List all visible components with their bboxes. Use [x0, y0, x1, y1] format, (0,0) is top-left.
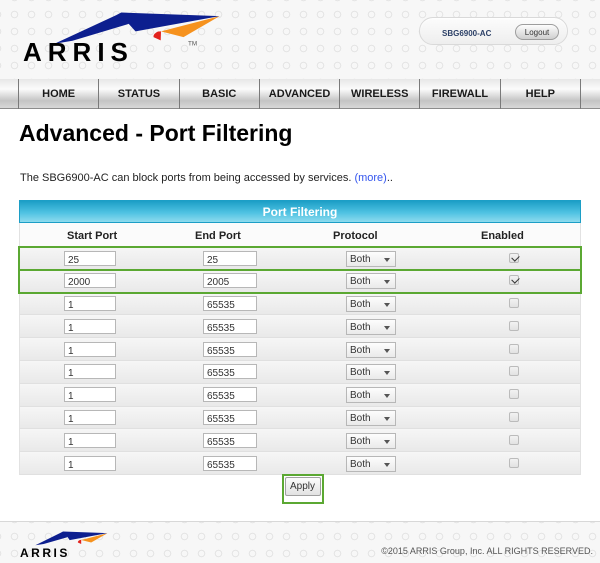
svg-text:TM: TM [188, 41, 197, 48]
